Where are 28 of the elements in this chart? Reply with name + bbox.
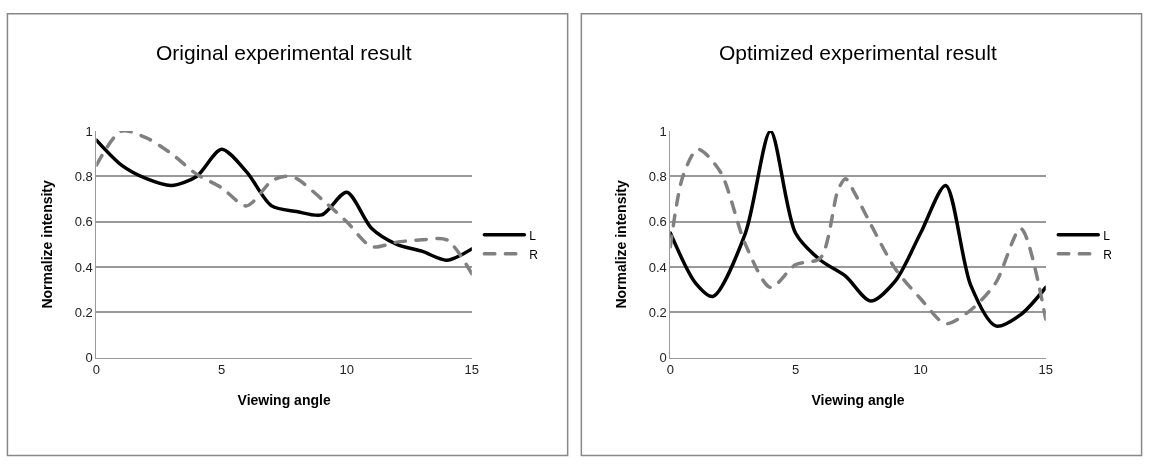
y-tick-label: 1 xyxy=(85,123,93,139)
x-tick-label: 5 xyxy=(791,362,800,378)
x-tick-label: 5 xyxy=(217,362,226,378)
y-axis-title: Normalize intensity xyxy=(613,179,630,309)
x-tick-label: 10 xyxy=(339,362,354,378)
y-tick-label: 0.4 xyxy=(74,259,93,275)
chart-title: Original experimental result xyxy=(156,41,412,64)
y-axis-title: Normalize intensity xyxy=(39,179,56,309)
x-axis-title: Viewing angle xyxy=(237,391,331,408)
y-tick-label: 0 xyxy=(659,350,667,366)
y-tick-label: 0.8 xyxy=(648,168,667,184)
x-axis-title: Viewing angle xyxy=(811,391,905,408)
x-tick-label: 15 xyxy=(1038,362,1053,378)
x-tick-label: 10 xyxy=(913,362,928,378)
y-tick-label: 0.6 xyxy=(74,214,93,230)
y-tick-label: 0 xyxy=(85,350,93,366)
chart-title: Optimized experimental result xyxy=(719,41,997,64)
legend-label: R xyxy=(529,247,539,262)
legend-label: R xyxy=(1103,247,1113,262)
y-tick-label: 0.2 xyxy=(74,304,93,320)
legend-label: L xyxy=(529,228,537,243)
y-tick-label: 0.2 xyxy=(648,304,667,320)
y-tick-label: 1 xyxy=(659,123,667,139)
legend-label: L xyxy=(1103,228,1111,243)
y-tick-label: 0.6 xyxy=(648,214,667,230)
y-tick-label: 0.8 xyxy=(74,168,93,184)
x-tick-label: 15 xyxy=(464,362,480,378)
y-tick-label: 0.4 xyxy=(648,259,667,275)
